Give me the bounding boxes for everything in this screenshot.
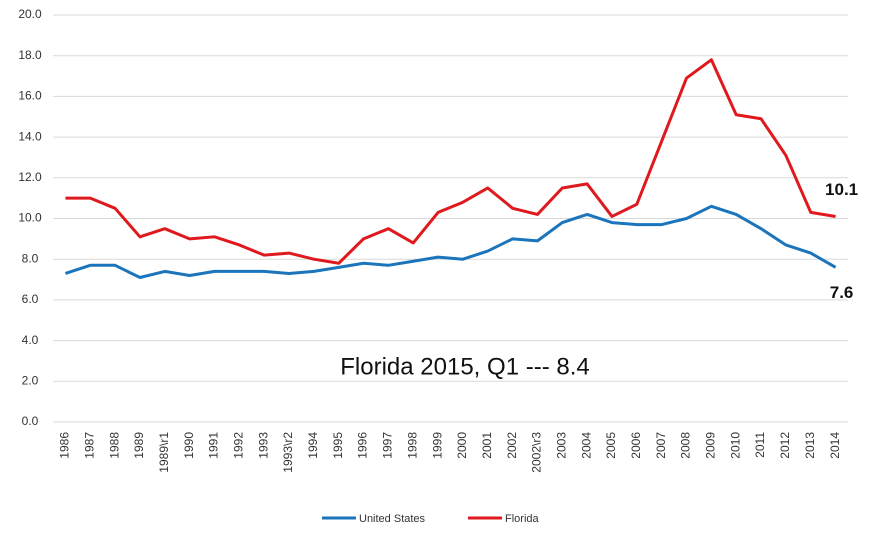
x-tick-label: 2010 [728,432,742,459]
x-tick-label: 1993\r2 [281,432,295,473]
legend-label: United States [359,513,426,525]
annotation: Florida 2015, Q1 --- 8.4 [340,353,589,380]
x-tick-label: 1998 [405,432,419,459]
x-tick-label: 1994 [306,432,320,459]
y-tick-label: 14.0 [18,129,42,143]
line-series [65,58,836,265]
line-series [64,204,837,280]
x-tick-label: 2000 [455,432,469,459]
x-tick-label: 2005 [604,432,618,459]
x-tick-label: 2009 [704,432,718,459]
y-tick-label: 6.0 [22,292,39,306]
data-label: 10.1 [825,180,858,199]
y-tick-label: 20.0 [18,7,42,21]
x-tick-label: 2011 [753,432,767,458]
x-tick-label: 1992 [232,432,246,459]
x-tick-label: 2012 [778,432,792,459]
y-tick-label: 4.0 [22,333,39,347]
y-tick-label: 0.0 [22,414,39,428]
x-tick-label: 1999 [430,432,444,459]
x-tick-label: 1987 [82,432,96,459]
y-tick-label: 2.0 [22,373,39,387]
x-tick-label: 1997 [381,432,395,459]
x-tick-label: 1995 [331,432,345,459]
x-tick-label: 2002\r3 [530,432,544,473]
y-tick-label: 8.0 [22,251,39,265]
x-tick-label: 1986 [58,432,72,459]
x-tick-label: 2007 [654,432,668,459]
x-tick-label: 1993 [256,432,270,459]
x-tick-label: 1991 [207,432,221,459]
y-tick-label: 10.0 [18,211,42,225]
x-tick-label: 2014 [828,432,842,459]
y-tick-label: 12.0 [18,170,42,184]
x-tick-label: 1988 [107,432,121,459]
x-tick-label: 2001 [480,432,494,459]
x-tick-label: 2008 [679,432,693,459]
x-tick-label: 2013 [803,432,817,459]
y-tick-label: 16.0 [18,89,42,103]
x-tick-label: 2002 [505,432,519,459]
x-tick-label: 1989 [132,432,146,459]
legend-label: Florida [505,513,540,525]
x-tick-label: 2006 [629,432,643,459]
x-tick-label: 1990 [182,432,196,459]
x-tick-label: 2004 [579,432,593,459]
x-tick-label: 1989\r1 [157,432,171,473]
data-label: 7.6 [830,283,854,302]
y-tick-label: 18.0 [18,48,42,62]
x-tick-label: 1996 [356,432,370,459]
x-tick-label: 2003 [554,432,568,459]
